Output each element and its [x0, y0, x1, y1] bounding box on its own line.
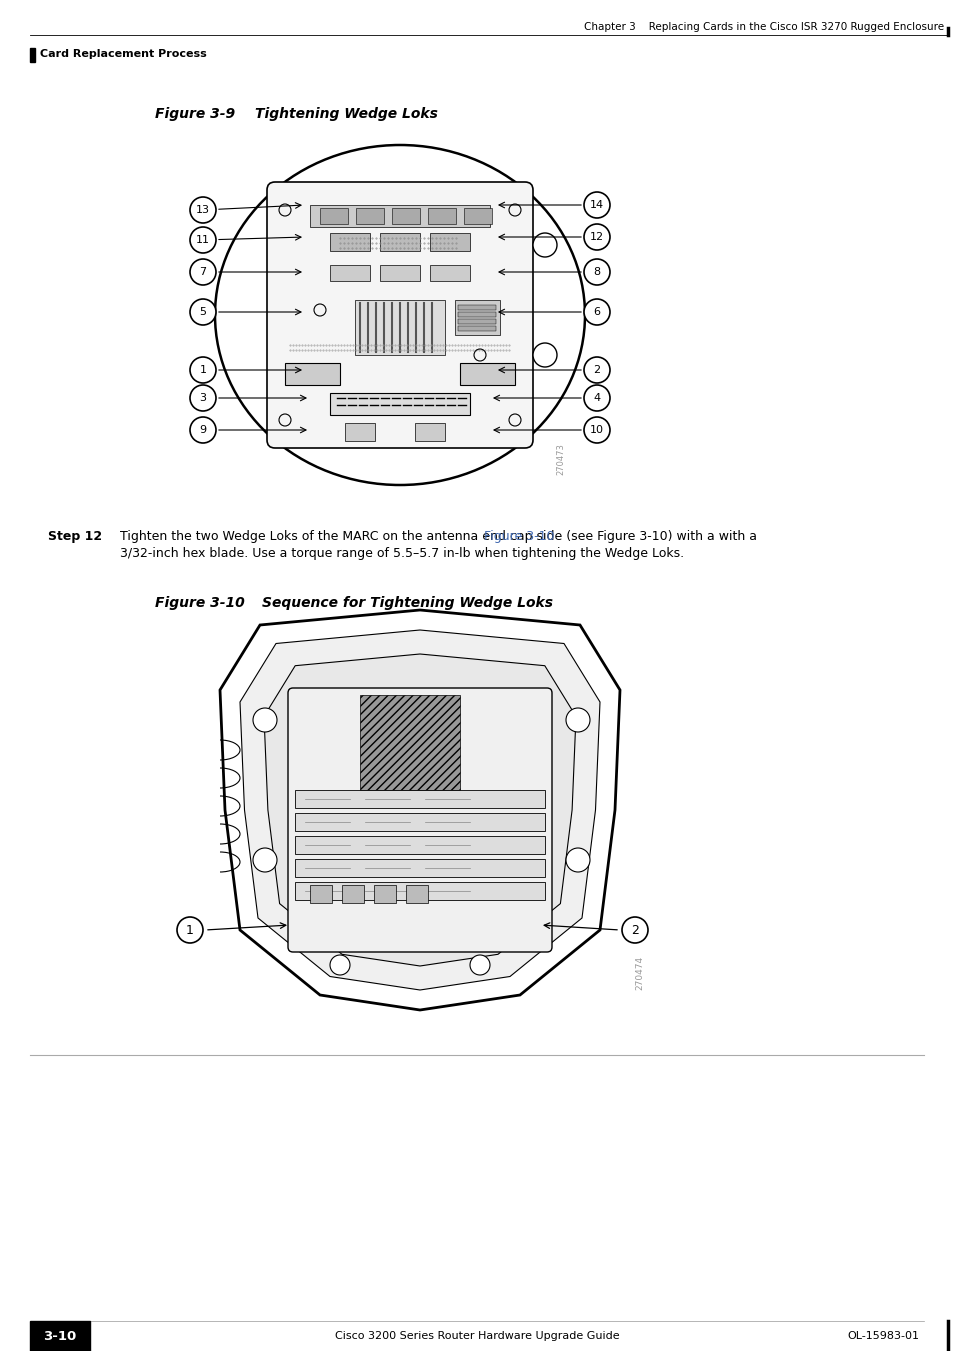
Bar: [430, 265, 470, 281]
Circle shape: [190, 227, 215, 253]
Text: 3-10: 3-10: [43, 1329, 76, 1343]
Bar: [30, 1321, 90, 1351]
Bar: [319, 208, 348, 224]
Circle shape: [533, 343, 557, 367]
Bar: [459, 363, 515, 385]
Bar: [330, 393, 470, 415]
Circle shape: [190, 197, 215, 223]
Bar: [392, 208, 419, 224]
Bar: [457, 326, 496, 331]
Circle shape: [583, 385, 609, 411]
Circle shape: [583, 192, 609, 218]
Bar: [310, 885, 332, 902]
Bar: [285, 363, 339, 385]
Text: 270474: 270474: [635, 957, 643, 990]
Bar: [355, 300, 444, 355]
Circle shape: [190, 357, 215, 382]
Text: Tightening Wedge Loks: Tightening Wedge Loks: [254, 107, 437, 122]
Bar: [428, 208, 456, 224]
Text: 2: 2: [630, 924, 639, 936]
Text: 9: 9: [199, 426, 207, 435]
Text: 3/32-inch hex blade. Use a torque range of 5.5–5.7 in-lb when tightening the Wed: 3/32-inch hex blade. Use a torque range …: [120, 547, 683, 561]
Text: Tighten the two Wedge Loks of the MARC on the antenna end cap side (see Figure 3: Tighten the two Wedge Loks of the MARC o…: [120, 530, 757, 543]
FancyBboxPatch shape: [288, 688, 552, 952]
Text: 4: 4: [593, 393, 600, 403]
Text: Card Replacement Process: Card Replacement Process: [40, 49, 207, 59]
Text: 13: 13: [195, 205, 210, 215]
Circle shape: [190, 259, 215, 285]
Bar: [355, 208, 384, 224]
Text: 1: 1: [199, 365, 206, 376]
Text: 6: 6: [593, 307, 599, 317]
Circle shape: [470, 955, 490, 975]
Bar: [430, 232, 470, 251]
Bar: [457, 319, 496, 324]
Polygon shape: [264, 654, 576, 966]
Bar: [330, 232, 370, 251]
Text: Chapter 3    Replacing Cards in the Cisco ISR 3270 Rugged Enclosure: Chapter 3 Replacing Cards in the Cisco I…: [583, 22, 943, 32]
Polygon shape: [240, 630, 599, 990]
Circle shape: [190, 385, 215, 411]
Bar: [457, 312, 496, 317]
Bar: [294, 882, 544, 900]
Bar: [341, 885, 364, 902]
Circle shape: [583, 224, 609, 250]
Circle shape: [583, 357, 609, 382]
Text: 270473: 270473: [556, 443, 564, 476]
Circle shape: [621, 917, 647, 943]
Ellipse shape: [214, 145, 584, 485]
Text: Figure 3-9: Figure 3-9: [154, 107, 234, 122]
Bar: [294, 813, 544, 831]
Text: Figure 3-10: Figure 3-10: [154, 596, 245, 611]
Bar: [463, 208, 492, 224]
Bar: [457, 305, 496, 309]
Circle shape: [583, 259, 609, 285]
Bar: [30, 49, 35, 62]
Text: 10: 10: [589, 426, 603, 435]
Bar: [406, 885, 428, 902]
Text: 11: 11: [195, 235, 210, 245]
Text: Sequence for Tightening Wedge Loks: Sequence for Tightening Wedge Loks: [262, 596, 553, 611]
Text: 5: 5: [199, 307, 206, 317]
Circle shape: [190, 299, 215, 326]
Circle shape: [565, 848, 589, 871]
Text: 2: 2: [593, 365, 600, 376]
Bar: [294, 859, 544, 877]
Circle shape: [253, 848, 276, 871]
Bar: [379, 232, 419, 251]
Circle shape: [177, 917, 203, 943]
Bar: [294, 790, 544, 808]
Bar: [415, 423, 444, 440]
Circle shape: [533, 232, 557, 257]
Bar: [374, 885, 395, 902]
Circle shape: [330, 955, 350, 975]
Polygon shape: [220, 611, 619, 1011]
Text: Cisco 3200 Series Router Hardware Upgrade Guide: Cisco 3200 Series Router Hardware Upgrad…: [335, 1331, 618, 1342]
Circle shape: [565, 708, 589, 732]
Bar: [345, 423, 375, 440]
Circle shape: [583, 417, 609, 443]
Circle shape: [253, 708, 276, 732]
Text: 7: 7: [199, 267, 207, 277]
Text: OL-15983-01: OL-15983-01: [846, 1331, 918, 1342]
Text: 12: 12: [589, 232, 603, 242]
Bar: [330, 265, 370, 281]
Text: 8: 8: [593, 267, 600, 277]
Text: 1: 1: [186, 924, 193, 936]
Text: Step 12: Step 12: [48, 530, 102, 543]
Bar: [379, 265, 419, 281]
Bar: [294, 836, 544, 854]
FancyBboxPatch shape: [267, 182, 533, 449]
Bar: [310, 205, 490, 227]
Bar: [455, 300, 499, 335]
Bar: [359, 694, 459, 790]
Text: 3: 3: [199, 393, 206, 403]
Text: Figure 3-10: Figure 3-10: [483, 530, 554, 543]
Circle shape: [190, 417, 215, 443]
Circle shape: [583, 299, 609, 326]
Text: 14: 14: [589, 200, 603, 209]
